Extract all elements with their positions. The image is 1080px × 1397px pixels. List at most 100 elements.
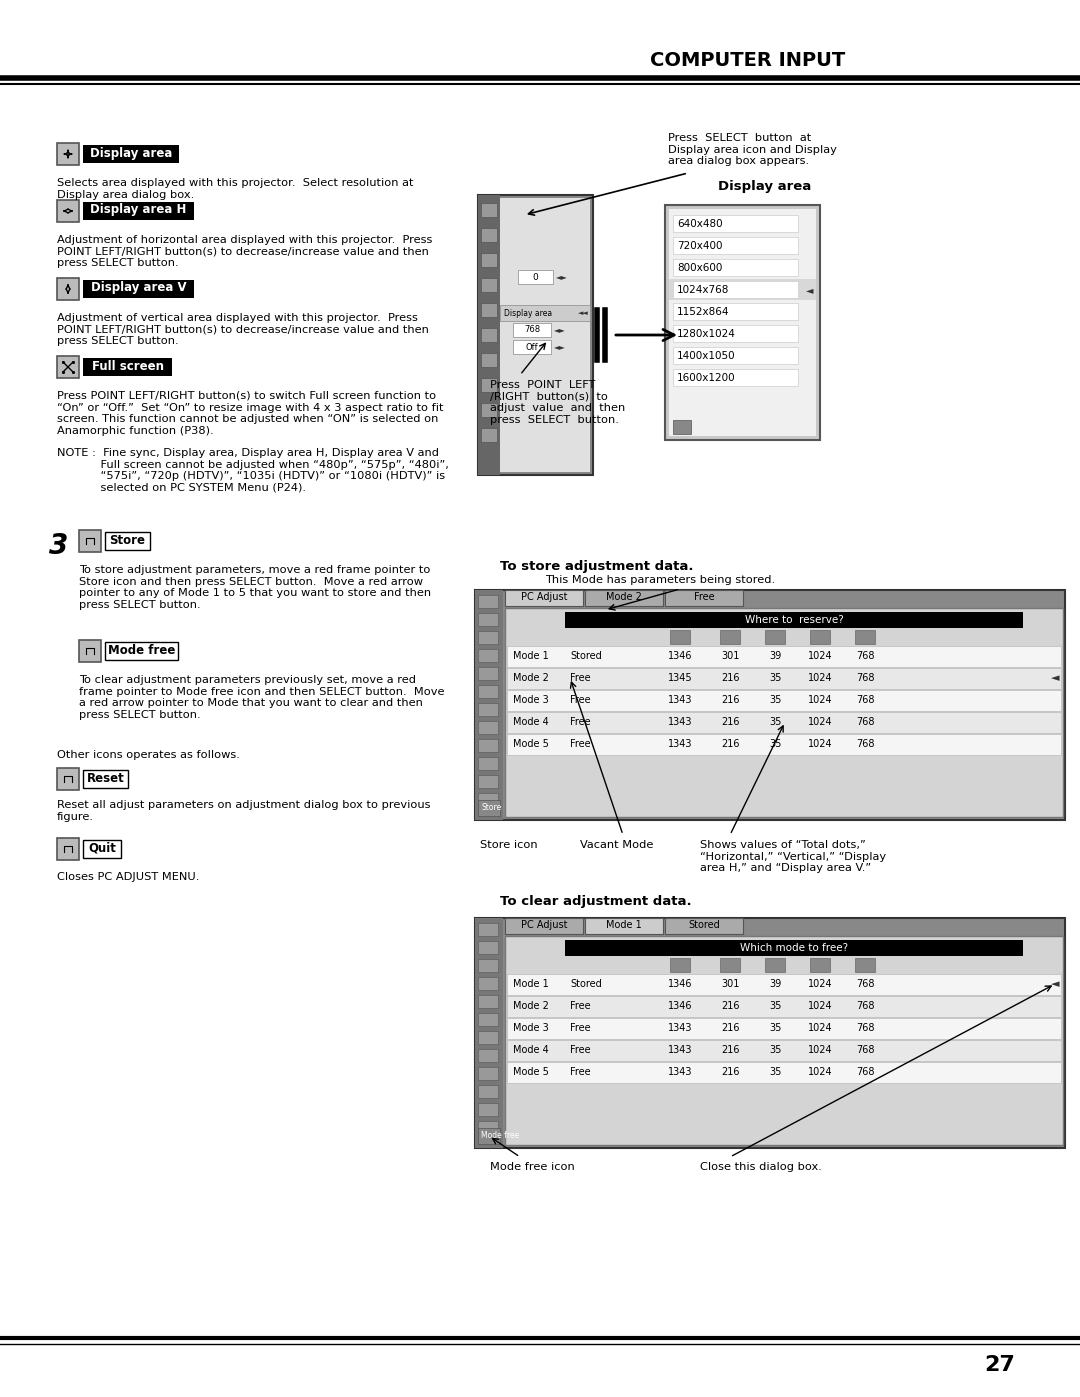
Text: COMPUTER INPUT: COMPUTER INPUT (650, 52, 846, 70)
Bar (83, 358, 172, 376)
Text: 1343: 1343 (667, 739, 692, 749)
Bar (518, 270, 553, 284)
Text: NOTE :  Fine sync, Display area, Display area H, Display area V and
            : NOTE : Fine sync, Display area, Display … (57, 448, 449, 493)
Text: 35: 35 (769, 694, 781, 705)
Bar (481, 353, 497, 367)
Text: 1024: 1024 (808, 1002, 833, 1011)
Bar (673, 303, 798, 320)
Bar (673, 215, 798, 232)
Bar (665, 918, 743, 935)
Text: 1152x864: 1152x864 (677, 307, 729, 317)
Bar (57, 200, 79, 222)
Text: 1024: 1024 (808, 673, 833, 683)
Bar (673, 326, 798, 342)
Bar (79, 640, 102, 662)
Text: ◄►: ◄► (554, 326, 566, 334)
Text: Which mode to free?: Which mode to free? (740, 943, 848, 953)
Text: Free: Free (570, 739, 591, 749)
Text: ◄: ◄ (807, 285, 813, 295)
Bar (478, 923, 498, 936)
Text: Other icons operates as follows.: Other icons operates as follows. (57, 750, 240, 760)
Text: ◄◄: ◄◄ (578, 310, 589, 316)
Bar (481, 278, 497, 292)
Bar (481, 253, 497, 267)
Bar (79, 529, 102, 552)
Text: 1345: 1345 (667, 673, 692, 683)
Bar (670, 630, 690, 644)
Bar (478, 1127, 500, 1144)
Bar (478, 1049, 498, 1062)
Text: 35: 35 (769, 1045, 781, 1055)
Bar (478, 1120, 498, 1134)
Text: Display area: Display area (718, 180, 812, 193)
Text: Mode 4: Mode 4 (513, 717, 549, 726)
Bar (765, 630, 785, 644)
Text: Mode 2: Mode 2 (606, 592, 642, 602)
Text: Stored: Stored (688, 921, 720, 930)
Bar (565, 940, 1023, 956)
Text: Free: Free (570, 673, 591, 683)
Text: 1024: 1024 (808, 1045, 833, 1055)
Text: ◄: ◄ (1051, 979, 1059, 989)
Bar (481, 228, 497, 242)
Text: Adjustment of vertical area displayed with this projector.  Press
POINT LEFT/RIG: Adjustment of vertical area displayed wi… (57, 313, 429, 346)
Text: To store adjustment data.: To store adjustment data. (500, 560, 693, 573)
Text: Adjustment of horizontal area displayed with this projector.  Press
POINT LEFT/R: Adjustment of horizontal area displayed … (57, 235, 432, 268)
Bar (478, 703, 498, 717)
Bar (478, 631, 498, 644)
Bar (669, 279, 816, 300)
Text: 768: 768 (524, 326, 540, 334)
Text: 768: 768 (855, 1002, 874, 1011)
Text: Mode 3: Mode 3 (513, 1023, 549, 1032)
Bar (478, 958, 498, 972)
Bar (478, 595, 498, 608)
Text: 720x400: 720x400 (677, 242, 723, 251)
Bar (478, 1013, 498, 1025)
Text: 216: 216 (720, 1045, 739, 1055)
Text: 35: 35 (769, 739, 781, 749)
Text: 216: 216 (720, 1023, 739, 1032)
Text: 1280x1024: 1280x1024 (677, 330, 735, 339)
Text: To store adjustment parameters, move a red frame pointer to
Store icon and then : To store adjustment parameters, move a r… (79, 564, 431, 610)
Text: 35: 35 (769, 1067, 781, 1077)
Text: 1343: 1343 (667, 1045, 692, 1055)
Text: 1600x1200: 1600x1200 (677, 373, 735, 383)
Bar (513, 323, 551, 337)
Text: 1343: 1343 (667, 1023, 692, 1032)
Bar (505, 936, 1063, 1146)
Bar (673, 281, 798, 298)
Bar (481, 427, 497, 441)
Text: To clear adjustment parameters previously set, move a red
frame pointer to Mode : To clear adjustment parameters previousl… (79, 675, 445, 719)
Bar (83, 770, 129, 788)
Text: Full screen: Full screen (92, 359, 163, 373)
Text: 216: 216 (720, 694, 739, 705)
Bar (478, 942, 498, 954)
Text: ◄►: ◄► (556, 272, 568, 282)
Text: Shows values of “Total dots,”
“Horizontal,” “Vertical,” “Display
area H,” and “D: Shows values of “Total dots,” “Horizonta… (700, 840, 886, 873)
Text: Mode 5: Mode 5 (513, 1067, 549, 1077)
Bar (475, 918, 503, 1148)
Bar (83, 203, 193, 219)
Text: This Mode has parameters being stored.: This Mode has parameters being stored. (545, 576, 775, 585)
Text: 301: 301 (720, 979, 739, 989)
Bar (665, 205, 820, 440)
Text: 35: 35 (769, 1002, 781, 1011)
Bar (585, 918, 663, 935)
Bar (507, 1062, 1061, 1083)
Bar (57, 356, 79, 379)
Text: Quit: Quit (89, 841, 116, 855)
Bar (673, 237, 798, 254)
Text: ◄: ◄ (1051, 673, 1059, 683)
Bar (475, 590, 1065, 820)
Bar (855, 630, 875, 644)
Text: Display area H: Display area H (91, 204, 187, 217)
Bar (478, 1067, 498, 1080)
Bar (507, 668, 1061, 689)
Bar (475, 918, 1065, 1148)
Text: Display area V: Display area V (91, 282, 186, 295)
Bar (507, 996, 1061, 1017)
Text: Stored: Stored (570, 651, 602, 661)
Text: Press  POINT  LEFT
/RIGHT  button(s)  to
adjust  value  and  then
press  SELECT : Press POINT LEFT /RIGHT button(s) to adj… (490, 380, 625, 425)
Text: 3: 3 (49, 532, 68, 560)
Bar (83, 145, 179, 163)
